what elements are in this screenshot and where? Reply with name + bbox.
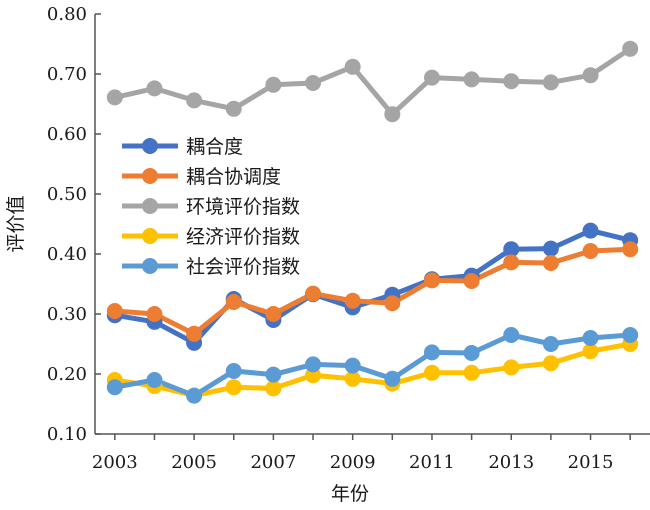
legend-swatch-marker — [142, 138, 158, 154]
y-tick-label: 0.30 — [47, 304, 87, 325]
data-point-环境评价指数 — [503, 73, 520, 90]
y-ticks: 0.10 0.20 0.30 0.40 0.50 0.60 0.70 0.80 — [47, 4, 101, 445]
data-point-环境评价指数 — [186, 92, 203, 109]
legend-label: 经济评价指数 — [186, 226, 300, 248]
data-point-耦合协调度 — [186, 325, 203, 342]
x-tick-label: 2011 — [409, 452, 455, 473]
data-point-社会评价指数 — [503, 327, 520, 343]
data-point-经济评价指数 — [582, 343, 599, 360]
data-point-耦合度 — [582, 222, 599, 239]
data-point-社会评价指数 — [582, 330, 599, 346]
data-point-环境评价指数 — [146, 80, 163, 97]
legend-item: 耦合度 — [122, 136, 243, 158]
legend-item: 环境评价指数 — [122, 196, 300, 218]
data-point-耦合协调度 — [542, 255, 559, 271]
data-point-环境评价指数 — [106, 89, 123, 106]
x-tick-label: 2015 — [568, 452, 614, 473]
data-point-社会评价指数 — [265, 366, 282, 383]
data-point-环境评价指数 — [463, 71, 480, 88]
data-point-环境评价指数 — [622, 40, 639, 57]
data-point-经济评价指数 — [265, 380, 282, 397]
data-point-社会评价指数 — [305, 356, 322, 373]
legend-label: 耦合协调度 — [186, 166, 281, 188]
data-point-耦合协调度 — [106, 303, 123, 319]
legend-item: 社会评价指数 — [122, 256, 300, 278]
data-point-耦合协调度 — [344, 292, 361, 309]
legend-item: 经济评价指数 — [122, 226, 300, 248]
data-point-经济评价指数 — [225, 379, 242, 396]
x-tick-label: 2003 — [92, 452, 138, 473]
x-tick-label: 2009 — [330, 452, 376, 473]
data-point-环境评价指数 — [305, 75, 322, 91]
data-point-社会评价指数 — [106, 379, 123, 396]
legend-swatch-marker — [142, 258, 158, 274]
data-point-环境评价指数 — [225, 100, 242, 117]
data-point-社会评价指数 — [622, 327, 639, 343]
y-tick-label: 0.60 — [47, 124, 87, 145]
data-point-经济评价指数 — [423, 364, 440, 381]
y-tick-label: 0.70 — [47, 64, 87, 85]
data-point-环境评价指数 — [265, 76, 282, 93]
legend-label: 耦合度 — [186, 136, 243, 158]
legend-label: 环境评价指数 — [186, 196, 300, 218]
data-point-社会评价指数 — [186, 387, 203, 404]
data-point-环境评价指数 — [582, 67, 599, 84]
data-point-耦合协调度 — [463, 273, 480, 289]
data-point-耦合协调度 — [622, 241, 639, 258]
legend-swatch-marker — [142, 228, 158, 244]
data-point-耦合协调度 — [265, 306, 282, 322]
data-point-社会评价指数 — [423, 344, 440, 361]
data-point-社会评价指数 — [384, 370, 401, 387]
y-tick-label: 0.40 — [47, 244, 87, 265]
data-point-环境评价指数 — [423, 69, 440, 86]
legend-item: 耦合协调度 — [122, 166, 281, 188]
data-point-耦合协调度 — [384, 295, 401, 312]
data-point-社会评价指数 — [542, 336, 559, 352]
y-tick-label: 0.20 — [47, 364, 87, 385]
data-point-社会评价指数 — [146, 372, 163, 388]
data-point-耦合协调度 — [305, 285, 322, 302]
data-point-耦合协调度 — [503, 254, 520, 271]
data-point-环境评价指数 — [384, 106, 401, 123]
data-point-经济评价指数 — [344, 370, 361, 387]
y-tick-label: 0.10 — [47, 424, 87, 445]
x-axis-title: 年份 — [331, 483, 369, 505]
series-markers — [106, 40, 639, 404]
data-point-环境评价指数 — [344, 58, 361, 75]
data-point-耦合协调度 — [225, 294, 242, 310]
data-point-社会评价指数 — [344, 357, 361, 374]
x-tick-label: 2005 — [171, 452, 217, 473]
data-point-社会评价指数 — [225, 363, 242, 379]
data-point-耦合协调度 — [146, 306, 163, 322]
x-tick-label: 2013 — [488, 452, 534, 473]
y-tick-label: 0.50 — [47, 184, 87, 205]
data-point-耦合度 — [503, 241, 520, 258]
x-ticks: 2003 2005 2007 2009 2011 2013 2015 — [92, 434, 631, 473]
legend-swatch-marker — [142, 198, 158, 214]
y-axis-title: 评价值 — [5, 195, 27, 252]
data-point-环境评价指数 — [542, 74, 559, 91]
y-tick-label: 0.80 — [47, 4, 87, 25]
data-point-经济评价指数 — [503, 359, 520, 376]
axes — [94, 14, 650, 435]
data-point-经济评价指数 — [463, 364, 480, 381]
data-point-经济评价指数 — [542, 355, 559, 372]
data-point-耦合协调度 — [582, 243, 599, 259]
data-point-耦合度 — [542, 240, 559, 257]
legend-swatch-marker — [142, 168, 158, 184]
data-point-社会评价指数 — [463, 345, 480, 361]
data-point-耦合协调度 — [423, 272, 440, 289]
legend-label: 社会评价指数 — [186, 256, 300, 278]
x-tick-label: 2007 — [250, 452, 296, 473]
